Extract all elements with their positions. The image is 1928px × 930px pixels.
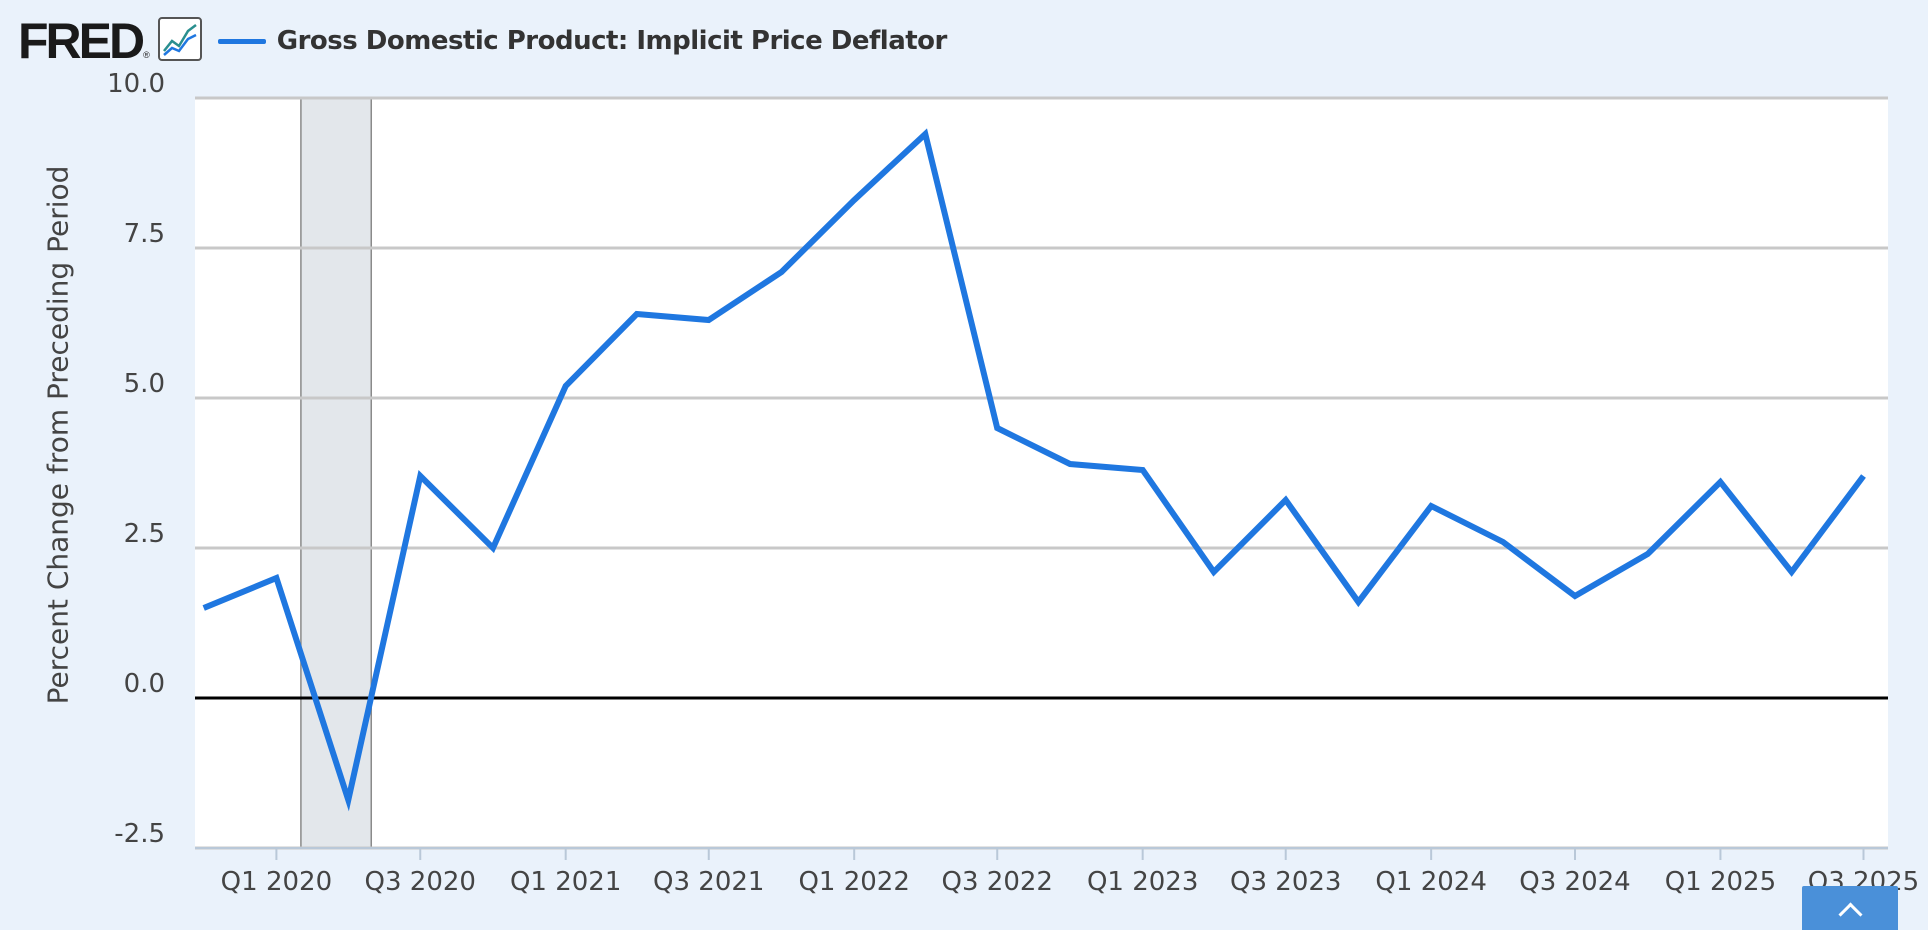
x-axis: Q1 2020 Q3 2020 Q1 2021 Q3 2021 Q1 2022 Q3 20… (195, 847, 1919, 897)
y-tick-label: 10.0 (107, 69, 165, 99)
y-tick-label: 7.5 (124, 219, 165, 249)
x-tick-label: Q1 2020 (221, 867, 332, 897)
series-line[interactable] (202, 128, 1866, 812)
y-tick-label: 2.5 (124, 519, 165, 549)
x-tick-label: Q3 2023 (1230, 867, 1341, 897)
plot-area (195, 98, 1888, 848)
legend-label: Gross Domestic Product: Implicit Price D… (276, 26, 948, 56)
x-tick-label: Q3 2021 (653, 867, 764, 897)
x-tick-label: Q1 2021 (510, 867, 621, 897)
legend[interactable]: Gross Domestic Product: Implicit Price D… (217, 26, 948, 56)
x-tick-label: Q3 2020 (365, 867, 476, 897)
recession-bands (300, 98, 373, 848)
y-tick-label: -2.5 (114, 819, 165, 849)
series-layer[interactable] (202, 128, 1866, 812)
x-tick-label: Q3 2022 (942, 867, 1053, 897)
scroll-to-top-button[interactable] (1802, 886, 1898, 930)
chart-header: FRED ® Gross Domestic Product: Implicit … (18, 16, 947, 66)
y-tick-label: 5.0 (124, 369, 165, 399)
recession-band (300, 98, 372, 848)
x-tick-label: Q3 2024 (1519, 867, 1630, 897)
fred-logo[interactable]: FRED (18, 13, 145, 69)
y-tick-labels: -2.5 0.0 2.5 5.0 7.5 10.0 (107, 69, 165, 849)
legend-swatch (217, 38, 266, 44)
chevron-up-icon (1838, 902, 1863, 927)
registered-mark: ® (143, 50, 150, 60)
line-chart-icon (157, 16, 202, 66)
x-tick-label: Q1 2022 (798, 867, 909, 897)
y-tick-label: 0.0 (124, 669, 165, 699)
x-tick-label: Q1 2025 (1665, 867, 1776, 897)
x-tick-label: Q1 2023 (1087, 867, 1198, 897)
x-tick-label: Q1 2024 (1375, 867, 1486, 897)
